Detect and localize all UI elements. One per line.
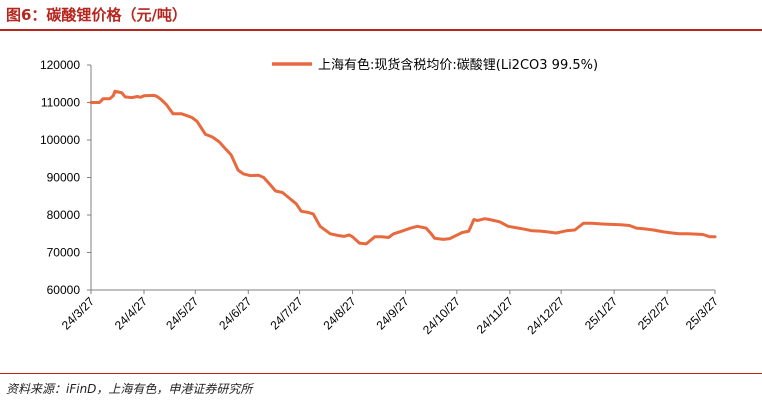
x-tick-label: 24/4/27 — [112, 294, 150, 332]
x-tick-label: 24/7/27 — [267, 294, 305, 332]
x-tick-label: 24/9/27 — [373, 294, 411, 332]
footer-rule — [0, 373, 762, 374]
y-tick-label: 90000 — [47, 171, 81, 185]
x-tick-label: 25/1/27 — [582, 294, 620, 332]
price-line-chart: 60000 70000 80000 90000 100000 110000 120000 2… — [40, 57, 721, 337]
plot-area — [89, 89, 717, 246]
x-tick-label: 24/3/27 — [59, 294, 97, 332]
y-tick-label: 120000 — [40, 58, 80, 72]
x-tick-label: 24/6/27 — [216, 294, 254, 332]
y-tick-label: 100000 — [40, 133, 80, 147]
legend: 上海有色:现货含税均价:碳酸锂(Li2CO3 99.5%) — [272, 57, 598, 73]
y-tick-label: 70000 — [47, 246, 81, 260]
x-tick-label: 24/12/27 — [524, 294, 567, 337]
figure-title: 图6：碳酸锂价格（元/吨） — [6, 6, 187, 24]
y-tick-label: 110000 — [41, 96, 80, 110]
x-tick-label: 24/10/27 — [420, 294, 463, 337]
x-axis: 24/3/27 24/4/27 24/5/27 24/6/27 24/7/27 24/8/… — [59, 289, 721, 337]
title-rule — [0, 29, 762, 31]
y-tick-label: 80000 — [47, 208, 81, 222]
x-tick-label: 24/11/27 — [474, 294, 517, 337]
x-tick-label: 24/5/27 — [163, 294, 201, 332]
y-tick-label: 60000 — [47, 283, 81, 297]
legend-label: 上海有色:现货含税均价:碳酸锂(Li2CO3 99.5%) — [318, 57, 598, 73]
source-note: 资料来源：iFinD，上海有色，申港证券研究所 — [6, 382, 253, 396]
y-axis: 60000 70000 80000 90000 100000 110000 120000 — [40, 58, 92, 297]
series-line — [89, 89, 717, 246]
x-tick-label: 25/3/27 — [683, 294, 721, 332]
x-tick-label: 25/2/27 — [635, 294, 673, 332]
x-tick-label: 24/8/27 — [320, 294, 358, 332]
